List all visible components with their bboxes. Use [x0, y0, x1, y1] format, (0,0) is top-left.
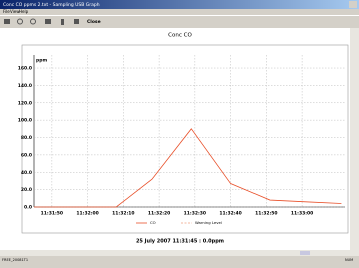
x-tick-label: 11:32:20 [148, 211, 170, 217]
y-tick-label: 160.0 [18, 66, 32, 72]
x-tick-label: 11:32:40 [219, 211, 241, 217]
close-button[interactable] [349, 1, 357, 8]
y-tick-label: 20.0 [21, 187, 32, 193]
status-right: NUM [345, 258, 353, 262]
y-tick-label: 80.0 [21, 135, 32, 141]
y-tick-label: 0.0 [24, 205, 32, 211]
legend-label: CO [150, 220, 156, 225]
tool-icon[interactable] [61, 19, 64, 25]
chart-title: Conc CO [168, 33, 192, 39]
x-tick-label: 11:32:10 [112, 211, 134, 217]
x-tick-label: 11:33:00 [291, 211, 313, 217]
x-tick-label: 11:32:00 [76, 211, 98, 217]
client-area [0, 28, 350, 250]
tool-icon[interactable] [18, 19, 23, 24]
status-left: FREE_20081T1 [2, 258, 28, 262]
tool-icon[interactable] [4, 19, 10, 24]
page: Conc CO ppms 2.txt - Sampling USB Graph … [0, 0, 359, 264]
v-scrollbar[interactable] [350, 28, 359, 250]
scroll-thumb[interactable] [300, 251, 310, 255]
y-tick-label: 40.0 [21, 170, 32, 176]
legend-label: Warning Level [195, 220, 222, 225]
y-tick-label: 120.0 [18, 100, 32, 106]
footer: 25 July 2007 11:31:45 : 0.0ppm [136, 239, 224, 245]
window-title: Conc CO ppms 2.txt - Sampling USB Graph [3, 2, 100, 8]
y-axis-label: ppm [36, 59, 47, 64]
y-tick-label: 100.0 [18, 118, 32, 124]
tool-icon[interactable] [74, 19, 79, 24]
x-tick-label: 11:32:30 [184, 211, 206, 217]
y-tick-label: 140.0 [18, 83, 32, 89]
x-tick-label: 11:31:50 [41, 211, 63, 217]
tool-icon[interactable] [31, 19, 36, 24]
toolbar [4, 19, 79, 25]
menu-item[interactable]: Help [19, 9, 29, 14]
x-tick-label: 11:32:50 [255, 211, 277, 217]
close-button[interactable]: Close [87, 19, 101, 25]
tool-icon[interactable] [45, 19, 51, 24]
y-tick-label: 60.0 [21, 152, 32, 158]
app-window: Conc CO ppms 2.txt - Sampling USB Graph … [0, 0, 359, 264]
